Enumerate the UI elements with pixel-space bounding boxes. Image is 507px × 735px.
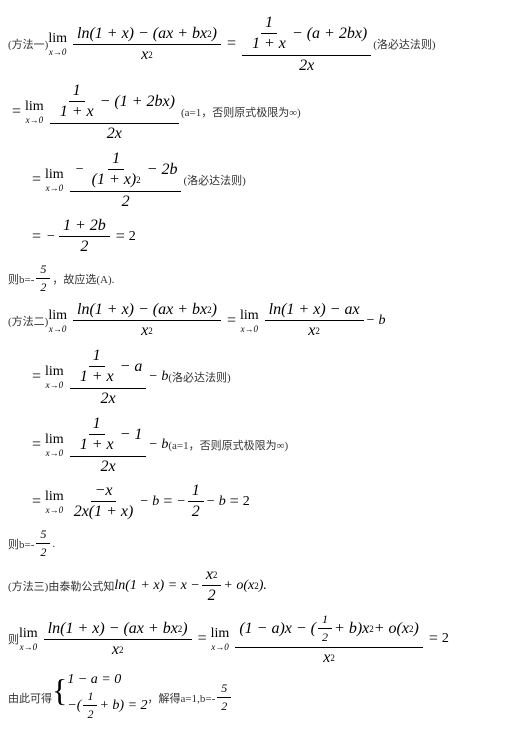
method3-line2: 则 lim x→0 ln(1 + x) − (ax + bx2) x2 = li… [8,610,499,668]
lim: lim x→0 [48,31,67,57]
method1-conclusion: 则b=- 5 2 ，故应选(A). [8,261,499,296]
method2-line1: (方法二) lim x→0 ln(1 + x) − (ax + bx2) x2 … [8,300,499,341]
method1-line3: = lim x→0 − 1 (1 + x)2 − 2b 2 (洛必达法则) [28,148,499,212]
brace-system: { 1 − a = 0 −( 1 2 + b) = 2 [52,672,148,723]
equals: = [223,35,240,53]
note: (洛必达法则) [168,369,230,385]
method1-label: (方法一) [8,36,48,52]
lhs-frac: ln(1 + x) − (ax + bx2) x2 [73,24,221,65]
method1-line1: (方法一) lim x→0 ln(1 + x) − (ax + bx2) x2 … [8,12,499,76]
note-a1: (a=1，否则原式极限为∞) [168,437,288,453]
note: (洛必达法则) [373,36,435,52]
method3-line1: (方法三)由泰勒公式知 ln(1 + x) = x − x2 2 + o(x2)… [8,565,499,606]
method1-line4: =− 1 + 2b 2 = 2 [28,216,499,257]
method3-label: (方法三)由泰勒公式知 [8,578,114,594]
note-a1: (a=1，否则原式极限为∞) [181,104,301,120]
method2-line3: = lim x→0 1 1 + x − 1 2x − b (a=1，否则原式极限… [28,413,499,477]
method3-conclusion: 由此可得 { 1 − a = 0 −( 1 2 + b) = 2 ，解得a=1,… [8,672,499,723]
note: (洛必达法则) [183,172,245,188]
method2-line2: = lim x→0 1 1 + x − a 2x − b (洛必达法则) [28,345,499,409]
method2-conclusion: 则b=- 5 2 . [8,526,499,561]
method2-label: (方法二) [8,313,48,329]
method2-line4: = lim x→0 −x 2x(1 + x) − b = − 1 2 − b =… [28,481,499,522]
rhs-frac: 1 1 + x − (a + 2bx) 2x [242,12,371,76]
method1-line2: = lim x→0 1 1 + x − (1 + 2bx) 2x (a=1，否则… [8,80,499,144]
